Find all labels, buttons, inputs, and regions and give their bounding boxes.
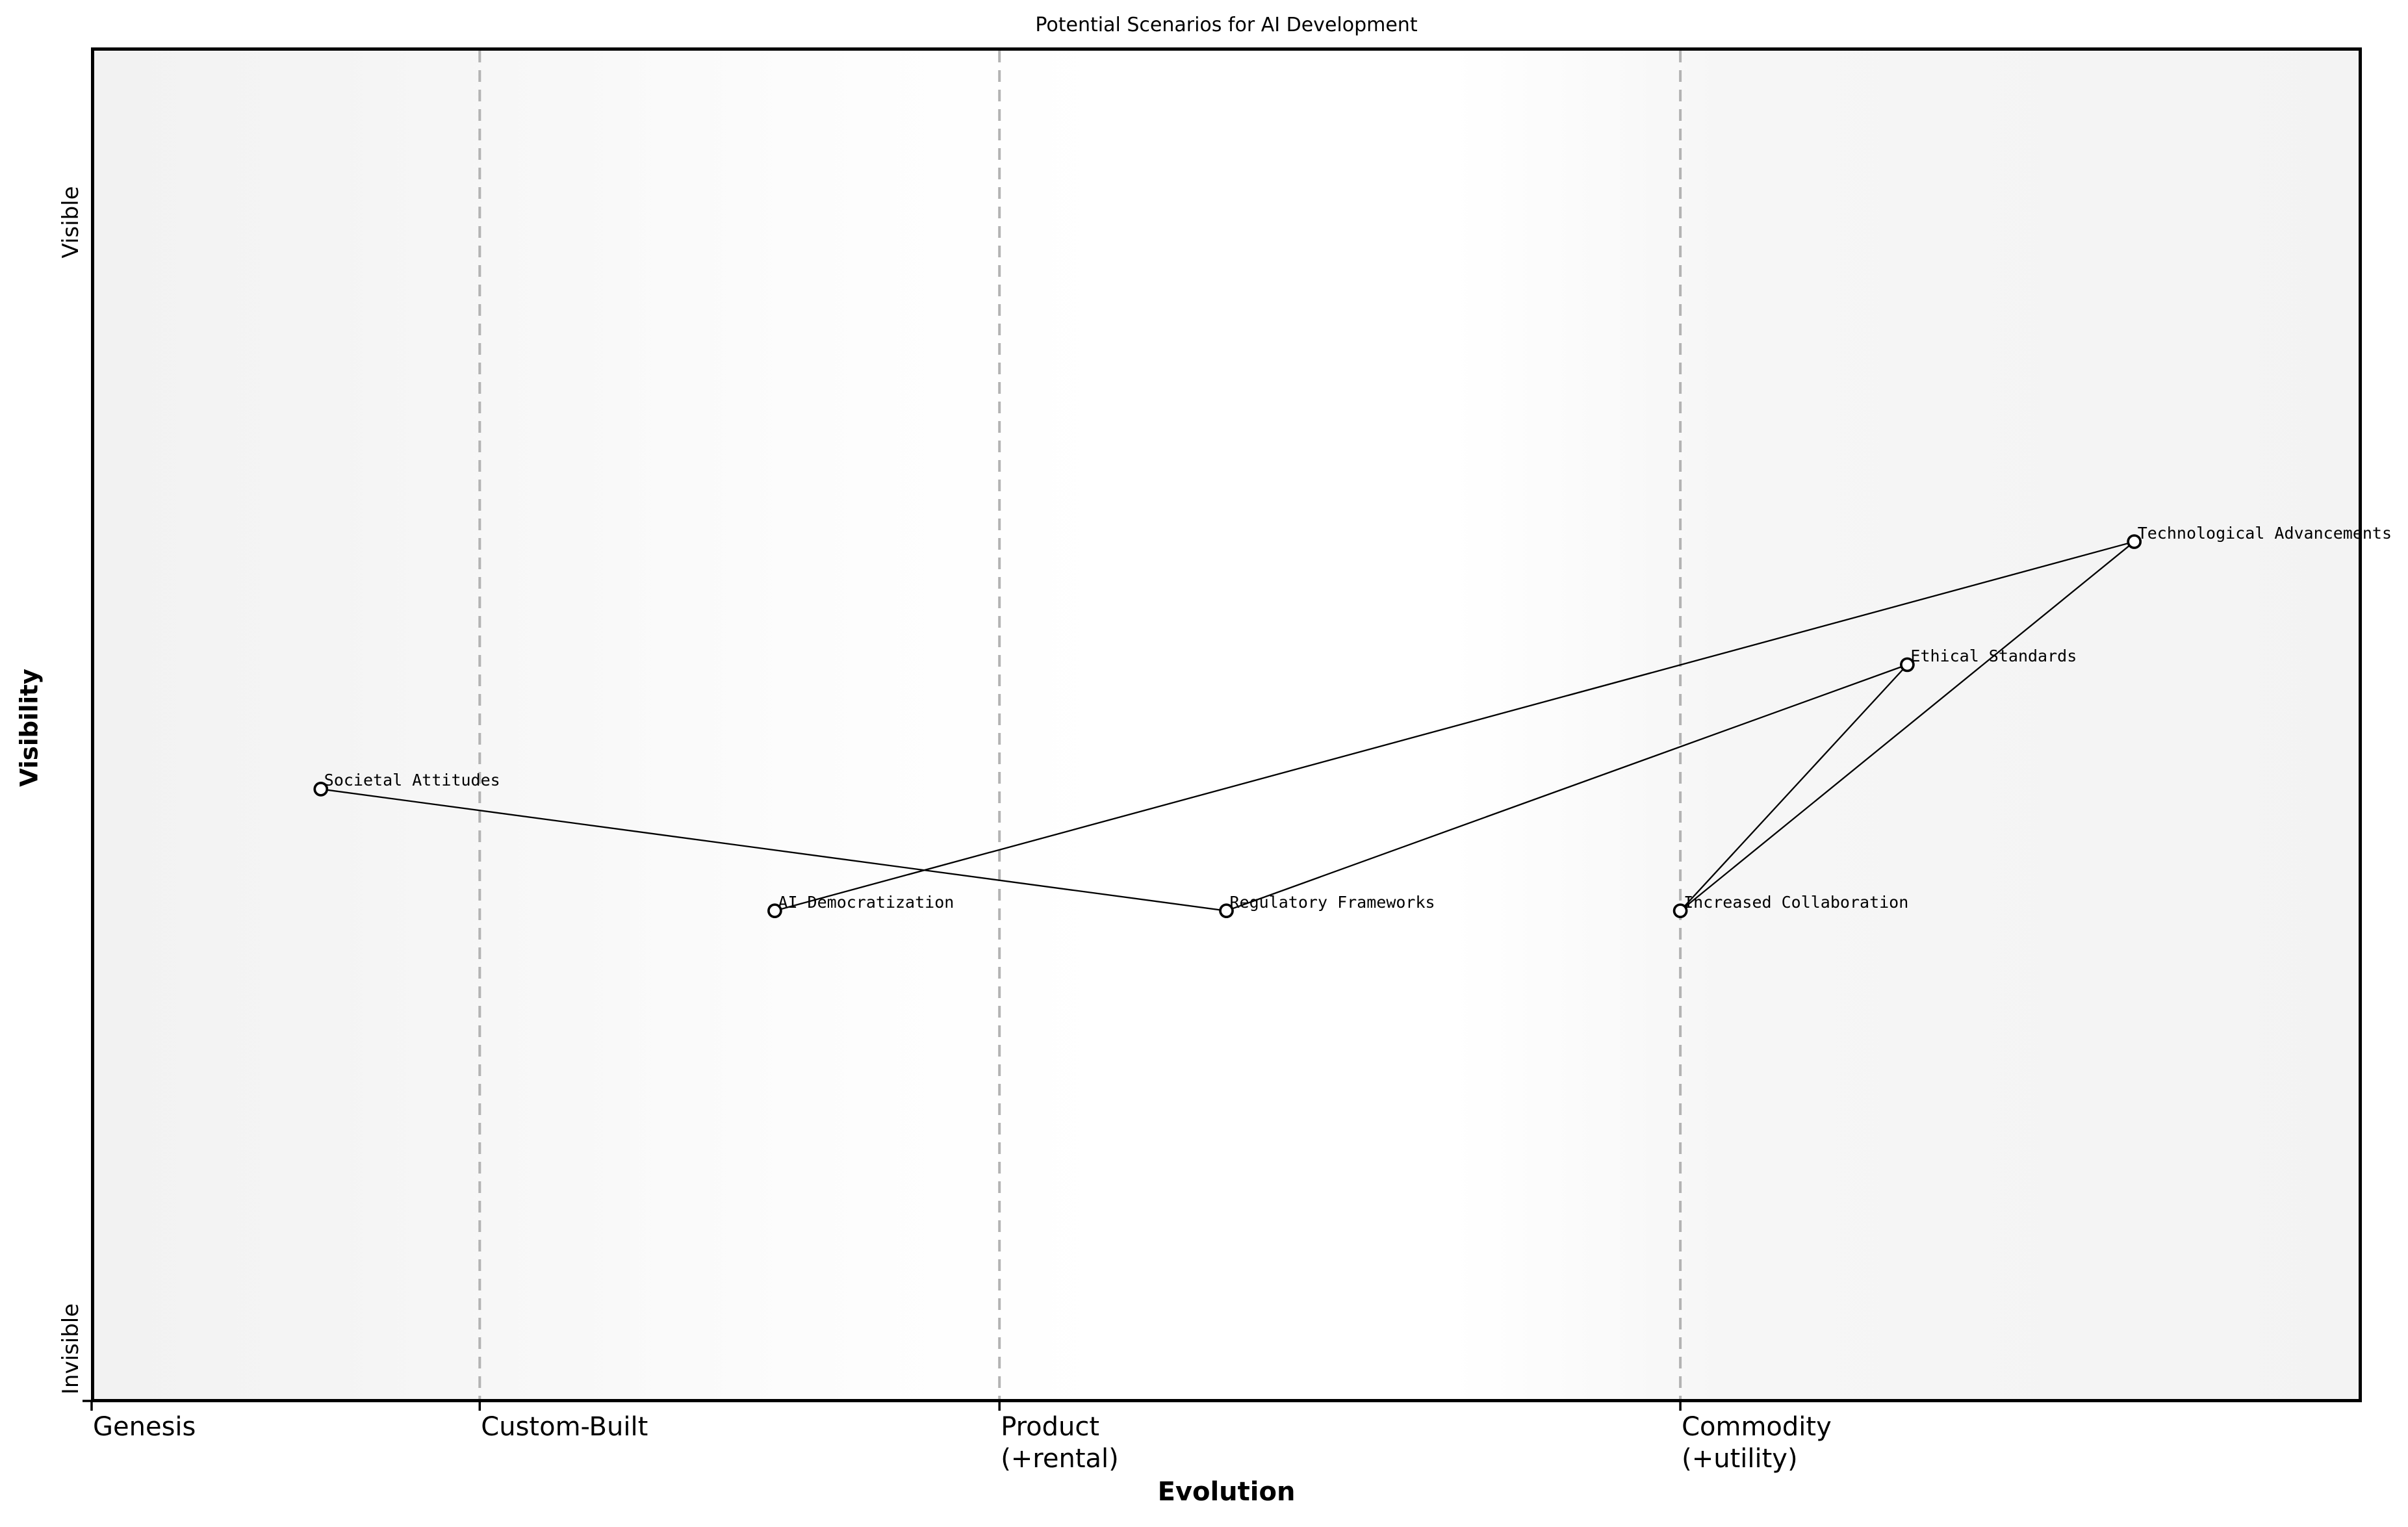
x-axis-title: Evolution — [1157, 1477, 1296, 1507]
edge-regulatory-frameworks--ethical-standards — [1226, 663, 1908, 912]
edge-ai-democratization--technological-advancements — [775, 541, 2135, 912]
x-tick-label-3: Commodity (+utility) — [1682, 1412, 1832, 1474]
node-label-technological-advancements: Technological Advancements — [2137, 523, 2392, 543]
x-tick-label-2: Product (+rental) — [1001, 1412, 1119, 1474]
axis-tick-marks — [83, 1400, 1682, 1411]
node-marker-ai-democratization — [767, 903, 782, 919]
node-label-ai-democratization: AI Democratization — [778, 892, 954, 912]
y-tick-label-1: Invisible — [58, 1303, 84, 1395]
edge-increased-collaboration--ethical-standards — [1680, 664, 1908, 912]
edge-societal-attitudes--regulatory-frameworks — [320, 788, 1227, 912]
y-tick-label-0: Visible — [58, 186, 84, 259]
node-label-regulatory-frameworks: Regulatory Frameworks — [1229, 892, 1435, 912]
node-marker-regulatory-frameworks — [1219, 903, 1234, 919]
node-marker-increased-collaboration — [1672, 903, 1688, 919]
plot-area — [91, 47, 2362, 1402]
node-marker-technological-advancements — [2127, 534, 2142, 549]
node-label-ethical-standards: Ethical Standards — [1910, 646, 2077, 665]
x-tick-label-0: Genesis — [93, 1412, 196, 1442]
stage-boundary-gridlines — [478, 51, 1682, 1399]
node-markers — [313, 534, 2142, 919]
node-label-increased-collaboration: Increased Collaboration — [1684, 892, 1909, 912]
node-edges — [320, 541, 2135, 912]
chart-title: Potential Scenarios for AI Development — [1035, 14, 1418, 36]
x-tick-label-1: Custom-Built — [481, 1412, 648, 1442]
node-label-societal-attitudes: Societal Attitudes — [324, 771, 500, 790]
node-marker-ethical-standards — [1900, 657, 1915, 673]
node-marker-societal-attitudes — [313, 782, 329, 797]
edge-increased-collaboration--technological-advancements — [1680, 541, 2135, 912]
y-axis-title: Visibility — [15, 669, 44, 787]
